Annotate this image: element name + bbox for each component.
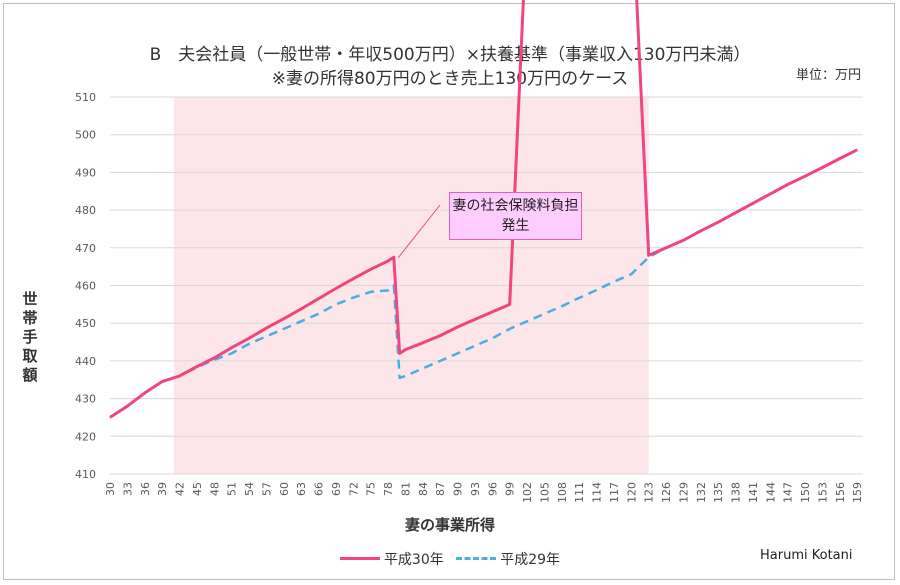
x-tick-labels: 30 33 36 39 42 45 48 51 54 57 60 63 66 69 72 75 78 81 84 87… <box>104 482 864 503</box>
y-tick-label: 410 <box>75 468 96 481</box>
legend-swatch-h29 <box>456 557 497 560</box>
x-axis-label: 妻の事業所得 <box>404 516 495 534</box>
x-tick-label: 78 <box>382 482 395 496</box>
x-tick-label: 51 <box>226 482 239 496</box>
x-tick-label: 156 <box>834 482 847 503</box>
x-tick-label: 114 <box>591 482 604 503</box>
x-tick-label: 57 <box>260 482 273 496</box>
x-tick-label: 117 <box>608 482 621 503</box>
x-tick-label: 138 <box>730 482 743 503</box>
unit-label: 単位：万円 <box>796 68 862 83</box>
x-tick-label: 60 <box>278 482 291 496</box>
x-tick-label: 96 <box>486 482 499 496</box>
x-tick-label: 150 <box>799 482 812 503</box>
annotation-box: 妻の社会保険料負担発生 <box>449 192 582 240</box>
x-tick-label: 87 <box>434 482 447 496</box>
credit-text: Harumi Kotani <box>760 548 853 563</box>
y-tick-label: 510 <box>75 91 96 104</box>
y-tick-labels: 410 420 430 440 450 460 470 480 490 500 510 <box>75 91 96 481</box>
y-tick-label: 460 <box>75 280 96 293</box>
x-tick-label: 81 <box>399 482 412 496</box>
annotation-leader-line <box>397 204 441 259</box>
x-tick-label: 144 <box>764 482 777 503</box>
x-tick-label: 72 <box>347 482 360 496</box>
chart-subtitle: ※妻の所得80万円のとき売上130万円のケース <box>271 69 629 89</box>
chart-title: B 夫会社員（一般世帯・年収500万円）×扶養基準（事業収入130万円未満） <box>149 45 751 65</box>
x-tick-label: 135 <box>712 482 725 503</box>
x-tick-label: 159 <box>851 482 864 503</box>
x-tick-label: 39 <box>156 482 169 496</box>
y-tick-label: 450 <box>75 317 96 330</box>
x-tick-label: 63 <box>295 482 308 496</box>
legend: 平成30年 平成29年 <box>0 548 900 569</box>
legend-item-h30: 平成30年 <box>339 549 444 569</box>
x-tick-label: 33 <box>121 482 134 496</box>
x-tick-label: 69 <box>330 482 343 496</box>
x-tick-label: 153 <box>816 482 829 503</box>
y-tick-label: 490 <box>75 166 96 179</box>
grid-layer <box>110 96 863 475</box>
y-tick-label: 420 <box>75 430 96 443</box>
x-tick-label: 90 <box>452 482 465 496</box>
x-tick-label: 120 <box>625 482 638 503</box>
legend-item-h29: 平成29年 <box>456 549 560 569</box>
x-tick-label: 147 <box>782 482 795 503</box>
x-tick-label: 75 <box>365 482 378 496</box>
x-tick-label: 36 <box>139 482 152 496</box>
x-tick-label: 123 <box>643 482 656 503</box>
series-layer <box>109 0 858 419</box>
x-tick-label: 45 <box>191 482 204 496</box>
x-tick-label: 108 <box>556 482 569 503</box>
x-tick-label: 66 <box>313 482 326 496</box>
x-tick-label: 30 <box>104 482 117 496</box>
series-line-h30 <box>109 0 858 419</box>
x-tick-label: 129 <box>677 482 690 503</box>
x-tick-label: 111 <box>573 482 586 503</box>
y-tick-label: 480 <box>75 204 96 217</box>
x-tick-label: 102 <box>521 482 534 503</box>
x-tick-label: 99 <box>504 482 517 496</box>
legend-swatch-h30 <box>339 557 380 560</box>
x-tick-label: 54 <box>243 482 256 496</box>
series-line-h29 <box>109 148 858 419</box>
y-axis-label: 世帯手取額 <box>22 290 38 384</box>
y-tick-label: 430 <box>75 393 96 406</box>
x-tick-label: 132 <box>695 482 708 503</box>
x-tick-label: 141 <box>747 482 760 503</box>
legend-label-h30: 平成30年 <box>383 551 444 568</box>
x-tick-label: 105 <box>538 482 551 503</box>
legend-label-h29: 平成29年 <box>500 551 561 568</box>
x-tick-label: 126 <box>660 482 673 503</box>
x-tick-label: 93 <box>469 482 482 496</box>
y-tick-label: 470 <box>75 242 96 255</box>
x-tick-label: 84 <box>417 482 430 496</box>
x-tick-label: 42 <box>174 482 187 496</box>
y-tick-label: 440 <box>75 355 96 368</box>
x-tick-label: 48 <box>208 482 221 496</box>
y-tick-label: 500 <box>75 129 96 142</box>
